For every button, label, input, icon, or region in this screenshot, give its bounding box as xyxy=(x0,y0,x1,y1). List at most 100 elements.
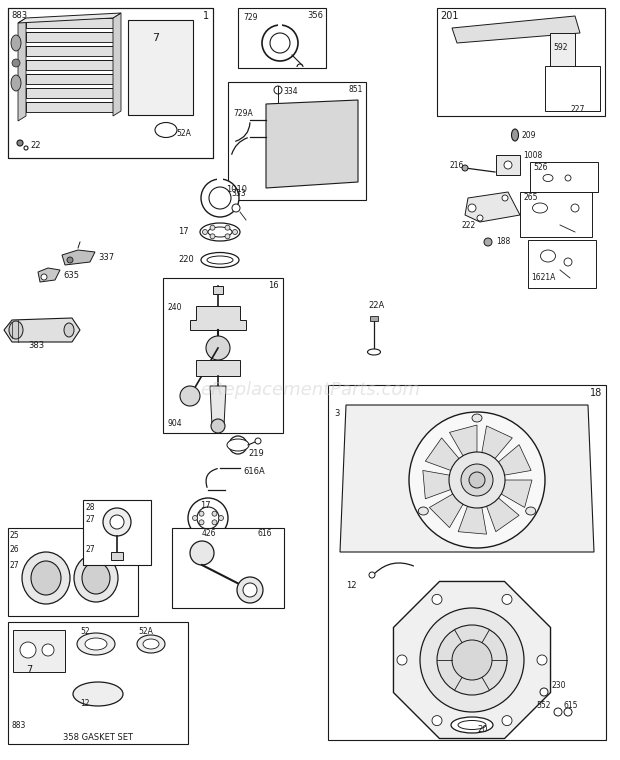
Circle shape xyxy=(243,583,257,597)
Text: 383: 383 xyxy=(28,340,44,350)
Text: 27: 27 xyxy=(10,562,20,571)
Circle shape xyxy=(369,572,375,578)
Text: 616: 616 xyxy=(257,530,272,539)
Polygon shape xyxy=(550,33,575,108)
Circle shape xyxy=(270,33,290,53)
Bar xyxy=(8,622,188,744)
Text: 27: 27 xyxy=(86,515,95,524)
Bar xyxy=(528,240,596,288)
Circle shape xyxy=(262,25,298,61)
Text: 201: 201 xyxy=(440,11,459,21)
Ellipse shape xyxy=(143,639,159,649)
Circle shape xyxy=(232,230,237,235)
Polygon shape xyxy=(266,100,358,188)
Circle shape xyxy=(17,140,23,146)
Text: 12: 12 xyxy=(346,581,356,590)
Circle shape xyxy=(449,452,505,508)
Bar xyxy=(83,500,151,565)
Bar xyxy=(111,552,123,560)
Circle shape xyxy=(420,608,524,712)
Circle shape xyxy=(432,594,442,604)
Text: 616A: 616A xyxy=(243,467,265,477)
Text: 883: 883 xyxy=(11,11,27,21)
Polygon shape xyxy=(423,470,451,499)
Circle shape xyxy=(502,594,512,604)
Circle shape xyxy=(201,179,239,217)
Text: 729: 729 xyxy=(243,14,257,23)
Circle shape xyxy=(571,204,579,212)
Polygon shape xyxy=(196,360,240,376)
Polygon shape xyxy=(458,506,487,534)
Ellipse shape xyxy=(82,562,110,594)
Polygon shape xyxy=(18,13,121,23)
Ellipse shape xyxy=(31,561,61,595)
Text: 52A: 52A xyxy=(176,128,191,138)
Text: 883: 883 xyxy=(11,721,25,730)
Ellipse shape xyxy=(526,507,536,515)
Polygon shape xyxy=(482,426,512,458)
Circle shape xyxy=(192,515,198,521)
Text: 222: 222 xyxy=(462,220,476,230)
Polygon shape xyxy=(501,480,532,508)
Circle shape xyxy=(218,515,223,521)
Circle shape xyxy=(237,577,263,603)
Ellipse shape xyxy=(22,552,70,604)
Circle shape xyxy=(199,520,204,525)
Polygon shape xyxy=(26,32,113,42)
Circle shape xyxy=(255,438,261,444)
Circle shape xyxy=(409,412,545,548)
Polygon shape xyxy=(38,268,60,282)
Circle shape xyxy=(197,507,219,529)
Text: 220: 220 xyxy=(178,255,193,264)
Ellipse shape xyxy=(64,323,74,337)
Bar xyxy=(238,8,326,68)
Ellipse shape xyxy=(73,682,123,706)
Text: 17: 17 xyxy=(200,502,211,511)
Text: 16: 16 xyxy=(268,281,279,290)
Text: 904: 904 xyxy=(168,419,183,427)
Bar xyxy=(328,385,606,740)
Ellipse shape xyxy=(533,203,547,213)
Bar xyxy=(8,8,213,158)
Bar xyxy=(217,177,223,182)
Polygon shape xyxy=(498,445,531,475)
Circle shape xyxy=(452,640,492,680)
Circle shape xyxy=(274,86,282,94)
Circle shape xyxy=(41,274,47,280)
Circle shape xyxy=(502,195,508,201)
Text: 209: 209 xyxy=(522,131,536,141)
Text: 18: 18 xyxy=(590,388,602,398)
Text: 333: 333 xyxy=(231,189,246,198)
Circle shape xyxy=(190,541,214,565)
Text: 240: 240 xyxy=(168,303,182,312)
Text: 358 GASKET SET: 358 GASKET SET xyxy=(63,733,133,743)
Ellipse shape xyxy=(9,321,23,339)
Circle shape xyxy=(502,716,512,726)
Circle shape xyxy=(199,511,204,516)
Ellipse shape xyxy=(201,252,239,268)
Text: 22A: 22A xyxy=(368,300,384,309)
Text: 52A: 52A xyxy=(138,628,153,637)
Circle shape xyxy=(564,708,572,716)
Bar xyxy=(128,20,193,115)
Text: 729A: 729A xyxy=(233,109,253,119)
Text: 334: 334 xyxy=(283,87,298,97)
Circle shape xyxy=(432,716,442,726)
Ellipse shape xyxy=(155,122,177,138)
Bar xyxy=(437,8,605,116)
Polygon shape xyxy=(425,438,459,470)
Polygon shape xyxy=(62,250,95,265)
Ellipse shape xyxy=(137,635,165,653)
Circle shape xyxy=(540,688,548,696)
Circle shape xyxy=(468,204,476,212)
Bar xyxy=(172,528,284,608)
Ellipse shape xyxy=(418,507,428,515)
Text: 592: 592 xyxy=(553,43,567,52)
Ellipse shape xyxy=(458,720,486,730)
Polygon shape xyxy=(26,18,113,28)
Text: 337: 337 xyxy=(98,254,114,262)
Circle shape xyxy=(12,59,20,67)
Circle shape xyxy=(437,625,507,695)
Bar xyxy=(228,82,366,200)
Text: 1008: 1008 xyxy=(523,150,542,160)
